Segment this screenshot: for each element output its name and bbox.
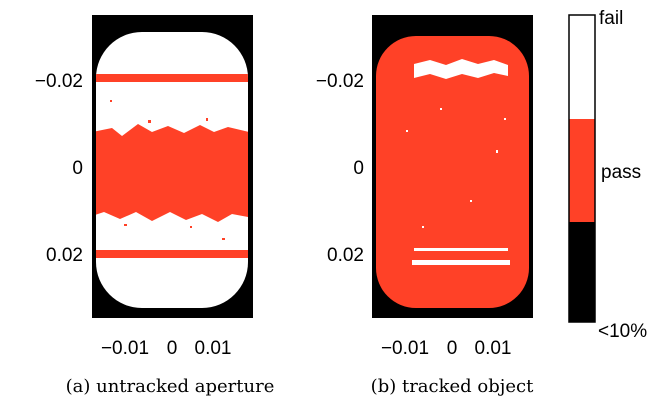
panel-b-xtick: 0.01 bbox=[475, 338, 512, 359]
colorbar: fail pass <10% bbox=[568, 8, 647, 342]
colorbar-frame bbox=[568, 14, 596, 323]
panel-b-caption: (b) tracked object bbox=[371, 376, 534, 397]
panel-a-x-axis: −0.01 0 0.01 bbox=[101, 338, 232, 359]
colorbar-pass-swatch bbox=[569, 119, 595, 222]
panel-b-xtick: 0 bbox=[447, 338, 458, 359]
panel-a: −0.02 0 0.02 −0.01 0 0.01 (a) untracked … bbox=[35, 15, 274, 397]
panel-b: −0.02 0 0.02 −0.01 0 0.01 (b) tracked ob… bbox=[316, 15, 534, 397]
panel-a-ytick: 0 bbox=[72, 158, 83, 179]
panel-b-y-axis: −0.02 0 0.02 bbox=[316, 71, 364, 266]
panel-a-xtick: 0.01 bbox=[195, 338, 232, 359]
panel-a-speckle bbox=[110, 100, 225, 240]
panel-a-pass-bottom-band bbox=[96, 250, 248, 258]
panel-b-x-axis: −0.01 0 0.01 bbox=[381, 338, 512, 359]
colorbar-label-low: <10% bbox=[598, 321, 647, 342]
panel-a-xtick: −0.01 bbox=[101, 338, 149, 359]
colorbar-low-swatch bbox=[569, 222, 595, 322]
panel-b-fail-top-band bbox=[414, 59, 508, 79]
panel-a-caption: (a) untracked aperture bbox=[66, 376, 275, 397]
panel-a-ytick: −0.02 bbox=[35, 71, 83, 92]
panel-b-ytick: 0.02 bbox=[327, 245, 364, 266]
panel-b-ytick: 0 bbox=[353, 158, 364, 179]
panel-b-xtick: −0.01 bbox=[381, 338, 429, 359]
panel-b-ytick: −0.02 bbox=[316, 71, 364, 92]
panel-a-aperture bbox=[96, 32, 248, 308]
panel-a-pass-center-band bbox=[96, 124, 248, 222]
colorbar-fail-swatch bbox=[569, 15, 595, 119]
panel-b-pass-region bbox=[376, 36, 529, 308]
panel-b-fail-stripe-1 bbox=[414, 248, 508, 251]
panel-b-object bbox=[376, 36, 529, 308]
panel-b-fail-stripe-2 bbox=[412, 260, 510, 265]
colorbar-label-pass: pass bbox=[601, 162, 641, 183]
panel-a-xtick: 0 bbox=[167, 338, 178, 359]
colorbar-label-fail: fail bbox=[599, 8, 623, 29]
panel-a-ytick: 0.02 bbox=[46, 245, 83, 266]
panel-a-y-axis: −0.02 0 0.02 bbox=[35, 71, 83, 266]
panel-b-speckle bbox=[406, 108, 506, 228]
panel-a-pass-top-band bbox=[96, 74, 248, 82]
